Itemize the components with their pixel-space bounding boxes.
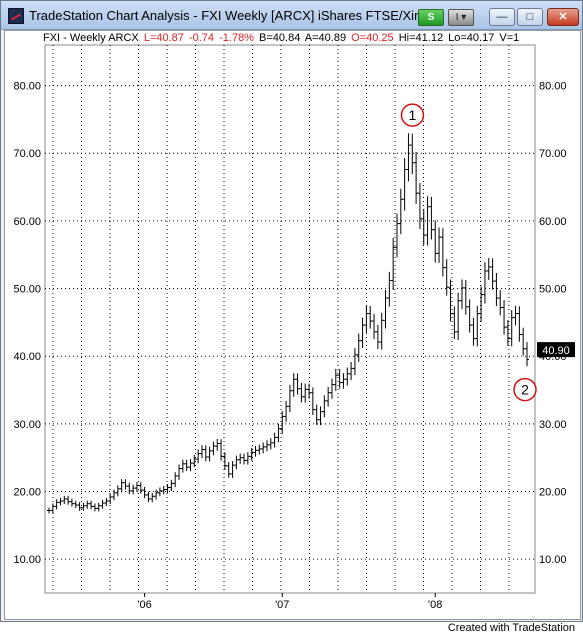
y-tick-label-right: 50.00: [539, 284, 567, 296]
status-high: Hi=41.12: [398, 32, 444, 44]
close-button[interactable]: ✕: [547, 8, 579, 26]
annotation-circle: [513, 377, 537, 402]
window-title: TradeStation Chart Analysis - FXI Weekly…: [29, 8, 440, 23]
y-tick-label-left: 20.00: [13, 487, 41, 499]
y-tick-label-left: 30.00: [13, 419, 41, 431]
annotation-circle: [400, 103, 425, 127]
chart-window: TradeStation Chart Analysis - FXI Weekly…: [0, 0, 583, 622]
x-tick-label: '07: [275, 599, 289, 611]
tradestation-app-icon: [8, 8, 24, 24]
maximize-button[interactable]: □: [517, 8, 543, 26]
y-tick-label-left: 80.00: [13, 81, 41, 93]
footer-credit: Created with TradeStation: [447, 622, 575, 634]
last-price-label: 40.90: [542, 345, 570, 357]
title-bar[interactable]: TradeStation Chart Analysis - FXI Weekly…: [1, 1, 582, 30]
y-tick-label-left: 70.00: [13, 148, 41, 160]
last-price-box: [537, 342, 575, 358]
tool-dropdown-button[interactable]: I ▾: [448, 9, 474, 26]
y-tick-label-right: 10.00: [539, 554, 567, 566]
status-line: FXI - Weekly ARCX L=40.87 -0.74 -1.78% B…: [43, 32, 521, 44]
y-tick-label-left: 10.00: [13, 554, 41, 566]
chart-area[interactable]: [4, 30, 581, 620]
status-volume: V=1: [499, 32, 520, 44]
status-open: O=40.25: [351, 32, 394, 44]
y-tick-label-right: 70.00: [539, 148, 567, 160]
y-tick-label-right: 30.00: [539, 419, 567, 431]
status-last: L=40.87: [143, 32, 184, 44]
y-tick-label-left: 50.00: [13, 284, 41, 296]
minimize-button[interactable]: —: [489, 8, 515, 26]
y-tick-label-right: 80.00: [539, 81, 567, 93]
y-tick-label-right: 60.00: [539, 216, 567, 228]
status-change: -0.74: [188, 32, 215, 44]
annotation-label: 2: [521, 382, 529, 398]
status-pct: -1.78%: [219, 32, 254, 44]
y-tick-label-left: 40.00: [13, 351, 41, 363]
y-tick-label-right: 20.00: [539, 487, 567, 499]
price-chart: 80.00 80.00 70.00 70.00 60.00 60.00 50.00 50.00…: [13, 44, 575, 611]
x-tick-label: '08: [428, 599, 442, 611]
s-button[interactable]: S: [418, 9, 444, 26]
y-tick-label-left: 60.00: [13, 216, 41, 228]
status-ask: A=40.89: [304, 32, 347, 44]
status-symbol: FXI - Weekly ARCX: [43, 32, 139, 44]
status-bid: B=40.84: [259, 32, 301, 44]
plot-frame: [44, 44, 536, 594]
x-tick-label: '06: [137, 599, 151, 611]
annotation-label: 1: [409, 107, 417, 123]
status-low: Lo=40.17: [448, 32, 495, 44]
